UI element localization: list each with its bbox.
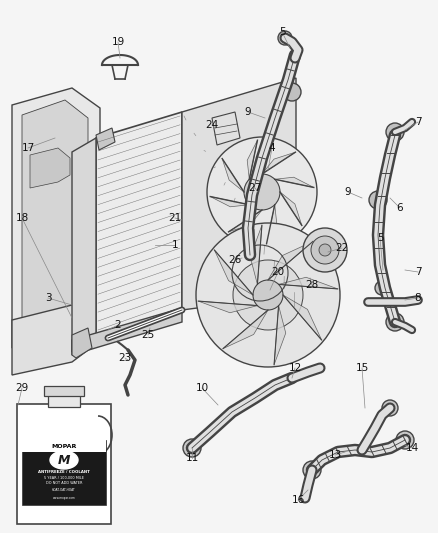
Polygon shape [250,225,262,285]
Text: 26: 26 [228,255,242,265]
Polygon shape [223,310,268,349]
Circle shape [207,137,317,247]
Circle shape [233,260,303,330]
Polygon shape [279,277,338,289]
Text: 12: 12 [288,363,302,373]
Circle shape [396,431,414,449]
Circle shape [303,228,347,272]
Polygon shape [72,308,182,355]
Text: 9: 9 [245,107,251,117]
Text: 7: 7 [415,267,421,277]
Polygon shape [182,78,296,310]
Text: www.mopar.com: www.mopar.com [53,496,75,500]
Text: 2: 2 [115,320,121,330]
Polygon shape [96,112,182,338]
Text: 24: 24 [205,120,219,130]
Bar [44,386,84,396]
Polygon shape [275,177,314,188]
Text: 22: 22 [336,243,349,253]
Polygon shape [210,197,249,207]
Polygon shape [96,128,115,150]
Circle shape [386,123,404,141]
FancyBboxPatch shape [17,404,111,524]
Text: 4: 4 [268,143,276,153]
Polygon shape [198,301,258,313]
Text: 6: 6 [397,203,403,213]
Polygon shape [280,192,302,225]
Polygon shape [222,159,244,192]
Text: 9: 9 [345,187,351,197]
Text: 7: 7 [415,117,421,127]
Polygon shape [267,205,277,244]
Text: 5: 5 [279,27,285,37]
Polygon shape [283,295,321,340]
Circle shape [278,31,292,45]
Text: HOAT-OAT-HOAT: HOAT-OAT-HOAT [52,488,76,492]
Ellipse shape [50,451,78,469]
Polygon shape [247,140,258,179]
Circle shape [386,313,404,331]
Text: 18: 18 [15,213,28,223]
Text: 11: 11 [185,453,198,463]
Text: 27: 27 [248,183,261,193]
Circle shape [253,280,283,310]
Text: 3: 3 [45,293,51,303]
Text: 14: 14 [406,443,419,453]
Polygon shape [214,250,253,295]
Text: ANTIFREEZE / COOLANT: ANTIFREEZE / COOLANT [38,470,90,474]
Polygon shape [30,148,70,188]
Circle shape [311,236,339,264]
Text: M: M [58,454,70,466]
Circle shape [244,174,280,210]
Text: 19: 19 [111,37,125,47]
Polygon shape [229,210,262,232]
Text: 28: 28 [305,280,318,290]
Bar [48,393,80,407]
Text: 13: 13 [328,450,342,460]
Bar [22,440,106,505]
Polygon shape [274,305,286,365]
Text: DO NOT ADD WATER: DO NOT ADD WATER [46,481,82,485]
Polygon shape [212,112,240,145]
Text: 1: 1 [172,240,178,250]
Text: 25: 25 [141,330,155,340]
Text: 17: 17 [21,143,35,153]
Circle shape [196,223,340,367]
Bar [22,440,106,452]
Circle shape [382,400,398,416]
Circle shape [369,191,387,209]
Polygon shape [12,88,100,348]
Text: 10: 10 [195,383,208,393]
Text: 29: 29 [15,383,28,393]
Text: 21: 21 [168,213,182,223]
Circle shape [283,83,301,101]
Polygon shape [72,328,92,358]
Text: 5 YEAR / 100,000 MILE: 5 YEAR / 100,000 MILE [44,476,84,480]
Text: 23: 23 [118,353,132,363]
Text: 20: 20 [272,267,285,277]
Text: 5: 5 [377,233,383,243]
Text: MOPAR: MOPAR [51,443,77,448]
Circle shape [319,244,331,256]
Polygon shape [12,305,88,375]
Polygon shape [22,100,88,332]
Circle shape [183,439,201,457]
Circle shape [303,461,321,479]
Polygon shape [268,241,313,280]
Polygon shape [72,138,96,352]
Text: 16: 16 [291,495,304,505]
Polygon shape [262,152,295,174]
Text: 15: 15 [355,363,369,373]
Text: 8: 8 [415,293,421,303]
Circle shape [375,281,389,295]
